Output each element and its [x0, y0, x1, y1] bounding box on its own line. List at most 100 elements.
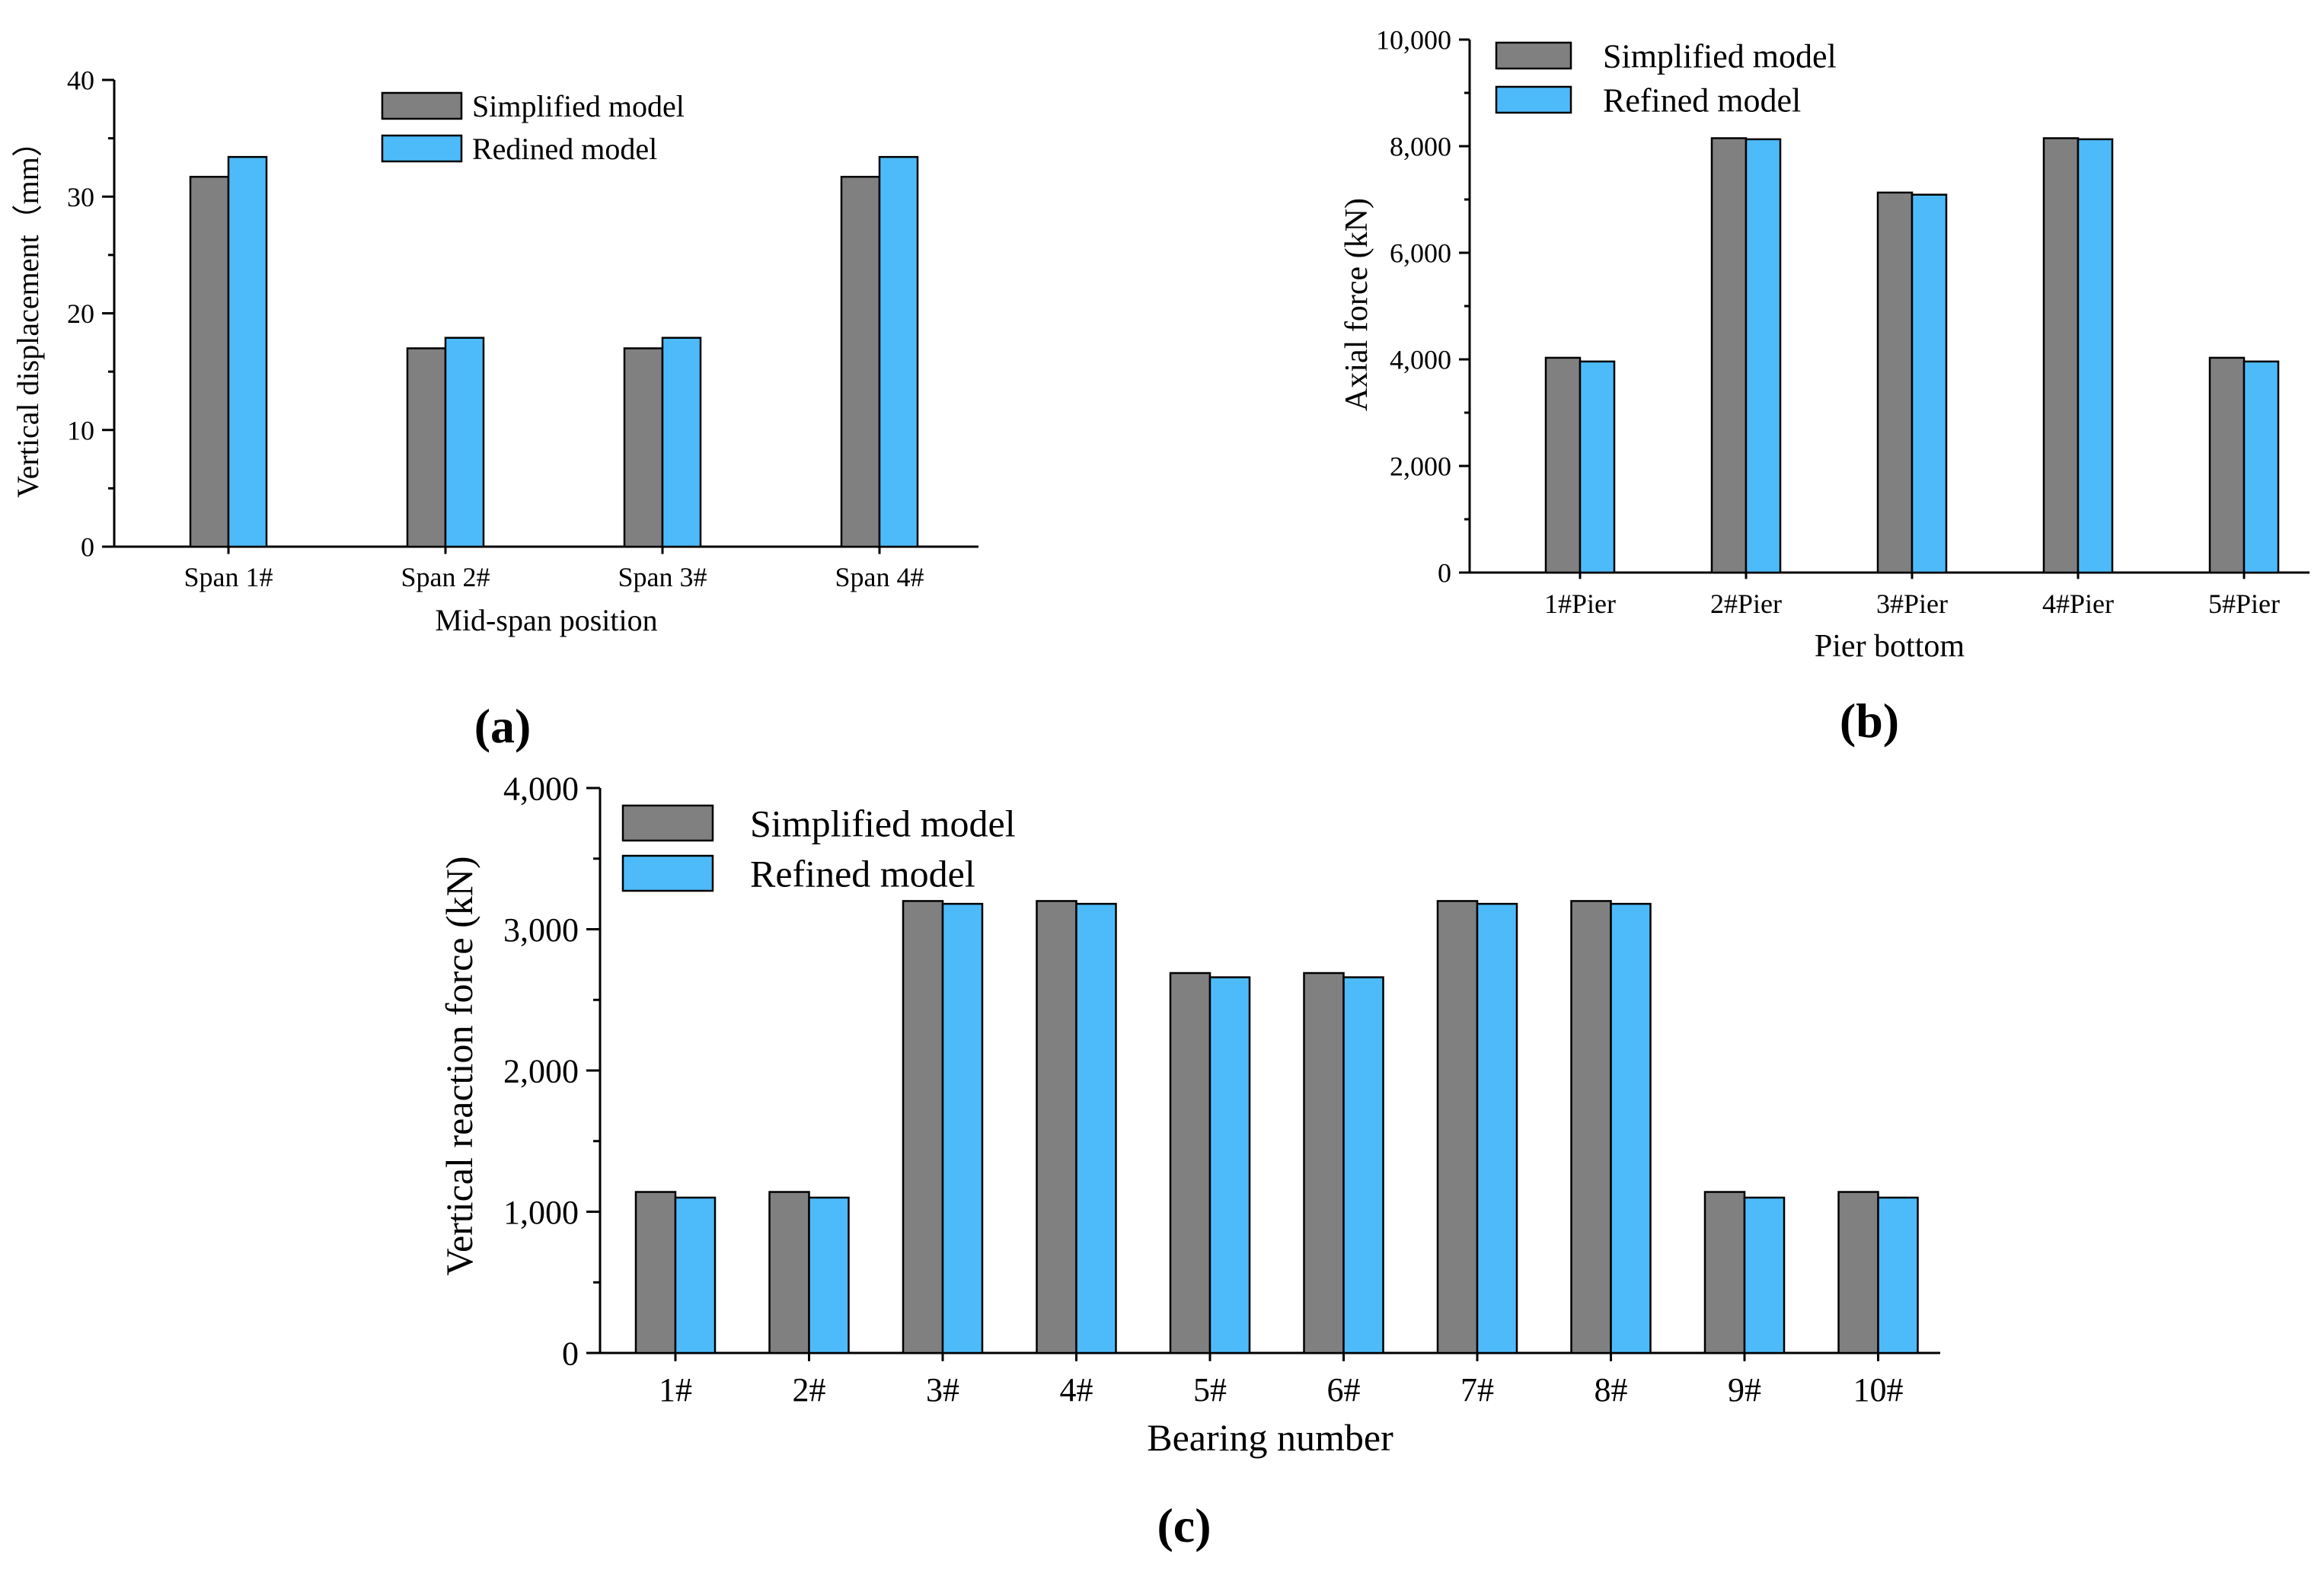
bar-refined-1 — [1579, 360, 1616, 574]
bar-refined-2 — [444, 337, 485, 548]
x-tick-label: 9# — [1728, 1371, 1761, 1409]
bar-simplified-2 — [406, 347, 447, 548]
panel-label: (b) — [1840, 694, 1899, 748]
x-axis-title: Bearing number — [1147, 1416, 1393, 1459]
bar-refined-2 — [1745, 138, 1782, 574]
bar-refined-4 — [878, 155, 919, 548]
x-tick-label: 1# — [659, 1371, 692, 1409]
bar-simplified-4 — [840, 175, 881, 548]
legend-swatch-refined — [621, 854, 714, 892]
x-tick-label: 5# — [1193, 1371, 1227, 1409]
x-axis-title: Mid-span position — [435, 603, 657, 637]
bar-refined-2 — [808, 1196, 850, 1354]
legend: Simplified model Refined model — [1495, 37, 1837, 119]
x-tick-label: 1#Pier — [1544, 589, 1616, 619]
bar-simplified-8 — [1570, 900, 1612, 1354]
y-tick-label: 10 — [67, 415, 94, 445]
y-tick-label: 6,000 — [1390, 238, 1451, 269]
panel-label: (c) — [1157, 1498, 1211, 1552]
y-tick-label: 1,000 — [503, 1194, 579, 1231]
legend-label: Simplified model — [1603, 37, 1837, 75]
x-axis-title: Pier bottom — [1815, 629, 1965, 664]
y-tick-label: 2,000 — [1390, 451, 1451, 482]
bar-simplified-4 — [1036, 900, 1077, 1354]
y-tick-label: 4,000 — [1390, 345, 1451, 375]
bar-simplified-1 — [1544, 356, 1582, 574]
x-tick-label: 2#Pier — [1710, 589, 1782, 619]
bar-refined-5 — [2243, 360, 2280, 574]
bar-simplified-1 — [189, 175, 230, 548]
bar-refined-5 — [1208, 976, 1251, 1354]
bar-simplified-5 — [2208, 356, 2246, 574]
legend-label: Redined model — [472, 132, 657, 166]
bar-simplified-2 — [768, 1191, 810, 1354]
y-tick-label: 30 — [67, 182, 94, 212]
x-tick-label: Span 4# — [835, 562, 924, 592]
bar-refined-7 — [1476, 902, 1518, 1354]
bar-simplified-3 — [1876, 191, 1914, 574]
y-tick-label: 20 — [67, 298, 94, 329]
legend: Simplified model Redined model — [381, 89, 685, 166]
legend-swatch-simplified — [1495, 41, 1572, 70]
chart-panel-2: 0 1,000 2,000 3,000 4,000 1# 2# 3# 4# 5# 6# 7# 8# 9# 1… — [438, 770, 1940, 1552]
bar-simplified-5 — [1169, 972, 1211, 1354]
bar-simplified-7 — [1436, 900, 1479, 1354]
bar-refined-1 — [674, 1196, 717, 1354]
y-tick-label: 0 — [1438, 558, 1451, 589]
x-tick-label: 7# — [1460, 1371, 1494, 1409]
bar-simplified-1 — [634, 1191, 677, 1354]
x-tick-label: 4# — [1060, 1371, 1093, 1409]
y-tick-label: 0 — [81, 532, 94, 563]
bar-simplified-3 — [902, 900, 944, 1354]
y-tick-label: 10,000 — [1376, 25, 1451, 56]
bar-refined-4 — [1075, 902, 1117, 1354]
legend-label: Refined model — [750, 853, 975, 895]
bar-refined-8 — [1610, 902, 1652, 1354]
x-tick-label: Span 3# — [618, 562, 707, 592]
bar-simplified-6 — [1303, 972, 1345, 1354]
y-axis-title: Vertical displacement（mm） — [11, 126, 45, 498]
bar-simplified-10 — [1837, 1191, 1879, 1354]
x-tick-label: Span 1# — [184, 562, 273, 592]
y-tick-label: 4,000 — [503, 770, 579, 807]
x-tick-label: Span 2# — [401, 562, 490, 592]
x-tick-label: 8# — [1595, 1371, 1628, 1409]
x-tick-label: 5#Pier — [2208, 589, 2280, 619]
x-tick-label: 6# — [1327, 1371, 1361, 1409]
panel-label: (a) — [474, 699, 532, 753]
legend-label: Simplified model — [472, 89, 685, 123]
bar-simplified-2 — [1710, 137, 1748, 574]
x-tick-label: 3#Pier — [1876, 589, 1948, 619]
bar-refined-1 — [227, 155, 268, 548]
legend-swatch-refined — [1495, 85, 1572, 114]
legend-label: Refined model — [1603, 81, 1801, 119]
legend: Simplified model Refined model — [621, 802, 1016, 895]
y-tick-label: 0 — [562, 1335, 579, 1372]
bar-simplified-4 — [2042, 137, 2080, 574]
bar-refined-3 — [1911, 193, 1948, 574]
bar-refined-3 — [941, 902, 984, 1354]
x-tick-label: 2# — [793, 1371, 826, 1409]
y-tick-label: 3,000 — [503, 911, 579, 949]
x-tick-label: 4#Pier — [2042, 589, 2114, 619]
legend-label: Simplified model — [750, 802, 1016, 845]
x-tick-label: 3# — [926, 1371, 959, 1409]
bar-refined-10 — [1877, 1196, 1919, 1354]
y-axis-title: Vertical reaction force (kN) — [438, 856, 480, 1275]
y-tick-label: 40 — [67, 65, 94, 96]
bar-refined-9 — [1743, 1196, 1786, 1354]
bar-simplified-9 — [1703, 1191, 1746, 1354]
y-tick-label: 2,000 — [503, 1052, 579, 1090]
chart-panel-1: 0 2,000 4,000 6,000 8,000 10,000 1#Pier 2#Pier 3… — [1339, 25, 2310, 748]
x-tick-label: 10# — [1853, 1371, 1904, 1409]
bar-refined-4 — [2077, 138, 2114, 574]
legend-swatch-refined — [381, 134, 463, 163]
bar-refined-3 — [661, 337, 702, 548]
y-tick-label: 8,000 — [1390, 132, 1451, 162]
bar-refined-6 — [1342, 976, 1384, 1354]
legend-swatch-simplified — [621, 804, 714, 842]
chart-panel-0: 0 10 20 30 40 Span 1# Span 2# Span 3# Span 4# Mid… — [11, 65, 978, 753]
y-axis-title: Axial force (kN) — [1339, 198, 1374, 411]
legend-swatch-simplified — [381, 91, 463, 120]
